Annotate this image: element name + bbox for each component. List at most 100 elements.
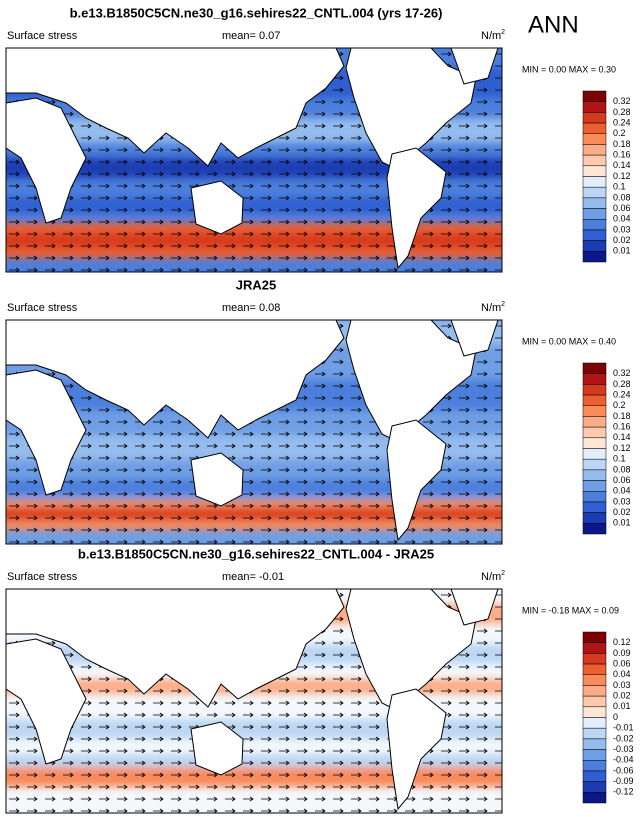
map bbox=[5, 588, 503, 814]
colorbar-label: 0.04 bbox=[613, 214, 631, 224]
colorbar-box bbox=[582, 122, 607, 134]
colorbar-label: -0.06 bbox=[613, 765, 634, 775]
colorbar-label: -0.09 bbox=[613, 776, 634, 786]
mean-value: mean= -0.01 bbox=[222, 571, 284, 583]
panel-title: b.e13.B1850C5CN.ne30_g16.sehires22_CNTL.… bbox=[70, 5, 443, 20]
units: N/m2 bbox=[481, 29, 505, 42]
colorbar-box bbox=[582, 738, 607, 750]
colorbar-label: 0.08 bbox=[613, 464, 631, 474]
colorbar-label: -0.01 bbox=[613, 723, 634, 733]
colorbar-label: 0.03 bbox=[613, 680, 631, 690]
colorbar-box bbox=[582, 373, 607, 385]
colorbar-label: 0.12 bbox=[613, 443, 631, 453]
colorbar-label: -0.02 bbox=[613, 733, 634, 743]
mean-value: mean= 0.07 bbox=[222, 30, 280, 42]
colorbar-box bbox=[582, 770, 607, 782]
field-name: Surface stress bbox=[7, 30, 78, 42]
colorbar-box bbox=[582, 717, 607, 729]
colorbar-box bbox=[582, 362, 607, 374]
colorbar-box bbox=[582, 469, 607, 481]
colorbar-label: 0.16 bbox=[613, 150, 631, 160]
colorbar-box bbox=[582, 760, 607, 772]
colorbar-label: 0.01 bbox=[613, 518, 631, 528]
min-max: MIN = -0.18 MAX = 0.09 bbox=[522, 605, 619, 615]
colorbar-box bbox=[582, 197, 607, 209]
colorbar-label: 0.1 bbox=[613, 182, 626, 192]
colorbar-box bbox=[582, 706, 607, 718]
colorbar-box bbox=[582, 384, 607, 396]
colorbar-box bbox=[582, 749, 607, 761]
map-field bbox=[6, 589, 502, 813]
colorbar-label: 0.01 bbox=[613, 701, 631, 711]
colorbar-box bbox=[582, 240, 607, 252]
colorbar-box bbox=[582, 480, 607, 492]
colorbar-box bbox=[582, 426, 607, 439]
panel-title: JRA25 bbox=[236, 277, 276, 292]
colorbar-box bbox=[582, 458, 607, 471]
colorbar-label: 0.24 bbox=[613, 117, 631, 127]
colorbar-label: 0.1 bbox=[613, 454, 626, 464]
colorbar-label: 0.06 bbox=[613, 658, 631, 668]
colorbar-box bbox=[582, 133, 607, 145]
colorbar-label: 0.14 bbox=[613, 160, 631, 170]
colorbar-label: 0.18 bbox=[613, 411, 631, 421]
colorbar-box bbox=[582, 631, 607, 643]
colorbar-label: 0.06 bbox=[613, 203, 631, 213]
colorbar-label: 0.06 bbox=[613, 475, 631, 485]
colorbar-box bbox=[582, 165, 607, 177]
colorbar-box bbox=[582, 653, 607, 665]
colorbar-box bbox=[582, 416, 607, 428]
units-base: N/m bbox=[481, 30, 501, 42]
colorbar-box bbox=[582, 101, 607, 113]
units: N/m2 bbox=[481, 570, 505, 583]
colorbar-label: 0.12 bbox=[613, 637, 631, 647]
colorbar-box bbox=[582, 219, 607, 231]
colorbar-box bbox=[582, 501, 607, 513]
colorbar-label: 0.04 bbox=[613, 669, 631, 679]
colorbar-label: 0.08 bbox=[613, 192, 631, 202]
colorbar-box bbox=[582, 663, 607, 675]
colorbar-box bbox=[582, 90, 607, 102]
colorbar-label: 0.14 bbox=[613, 432, 631, 442]
map-frame bbox=[5, 47, 503, 273]
field-name: Surface stress bbox=[7, 302, 78, 314]
units: N/m2 bbox=[481, 301, 505, 314]
season-label: ANN bbox=[528, 11, 579, 38]
colorbar-box bbox=[582, 642, 607, 654]
colorbar-label: 0.03 bbox=[613, 496, 631, 506]
colorbar-box bbox=[582, 251, 607, 263]
colorbar-box bbox=[582, 727, 607, 740]
mean-value: mean= 0.08 bbox=[222, 302, 280, 314]
colorbar-label: 0.28 bbox=[613, 107, 631, 117]
colorbar-box bbox=[582, 405, 607, 417]
colorbar-label: 0.09 bbox=[613, 648, 631, 658]
colorbar-label: 0.2 bbox=[613, 400, 626, 410]
colorbar-label: 0.03 bbox=[613, 224, 631, 234]
colorbar-label: 0.18 bbox=[613, 139, 631, 149]
colorbar-box bbox=[582, 512, 607, 524]
colorbar-box bbox=[582, 792, 607, 804]
map-field bbox=[6, 320, 502, 544]
colorbar-box bbox=[582, 491, 607, 503]
units-base: N/m bbox=[481, 302, 501, 314]
colorbar-box bbox=[582, 208, 607, 220]
colorbar-box bbox=[582, 154, 607, 167]
panel: b.e13.B1850C5CN.ne30_g16.sehires22_CNTL.… bbox=[5, 5, 631, 273]
colorbar-label: -0.04 bbox=[613, 755, 634, 765]
colorbar-box bbox=[582, 695, 607, 708]
colorbar-label: -0.03 bbox=[613, 744, 634, 754]
colorbar-label: 0.16 bbox=[613, 422, 631, 432]
panel-title: b.e13.B1850C5CN.ne30_g16.sehires22_CNTL.… bbox=[78, 546, 434, 561]
colorbar-box bbox=[582, 437, 607, 449]
colorbar-box bbox=[582, 176, 607, 188]
colorbar-label: 0.32 bbox=[613, 96, 631, 106]
colorbar-label: 0 bbox=[613, 712, 618, 722]
colorbar-label: 0.01 bbox=[613, 246, 631, 256]
colorbar-box bbox=[582, 781, 607, 793]
colorbar-box bbox=[582, 186, 607, 199]
colorbar-label: 0.2 bbox=[613, 128, 626, 138]
colorbar-label: 0.32 bbox=[613, 368, 631, 378]
units-sup: 2 bbox=[501, 570, 505, 577]
colorbar-label: 0.02 bbox=[613, 691, 631, 701]
